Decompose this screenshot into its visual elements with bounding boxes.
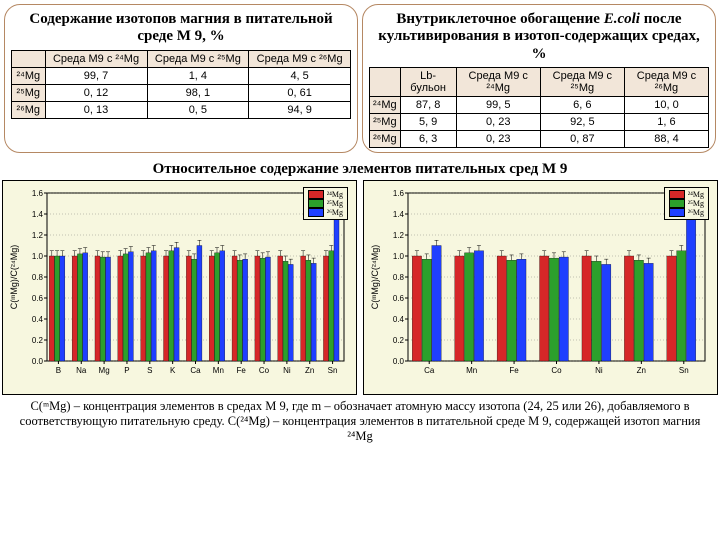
svg-text:Ni: Ni: [283, 366, 291, 375]
svg-text:Sn: Sn: [328, 366, 338, 375]
svg-text:1.4: 1.4: [393, 210, 405, 219]
svg-text:Zn: Zn: [305, 366, 314, 375]
chart-legend: ²⁴Mg²⁵Mg²⁶Mg: [664, 187, 709, 220]
lh2: Среда М9 с ²⁵Mg: [147, 50, 249, 67]
left-panel: Содержание изотопов магния в питательной…: [4, 4, 358, 153]
svg-text:Fe: Fe: [509, 366, 519, 375]
right-panel-title: Внутриклеточное обогащение E.coli после …: [369, 11, 709, 63]
svg-text:Ca: Ca: [190, 366, 201, 375]
svg-text:Sn: Sn: [679, 366, 689, 375]
svg-text:0.8: 0.8: [393, 273, 405, 282]
svg-text:1.6: 1.6: [393, 189, 405, 198]
svg-text:Fe: Fe: [237, 366, 247, 375]
chart-left: 0.0 0.2 0.4 0.6 0.8 1.0 1.2 1.4 1.6 C(ᵐMg)/C(²⁴Mg…: [2, 180, 357, 395]
svg-text:1.4: 1.4: [32, 210, 44, 219]
svg-text:P: P: [124, 366, 129, 375]
svg-text:0.8: 0.8: [32, 273, 44, 282]
left-table: Среда М9 с ²⁴Mg Среда М9 с ²⁵Mg Среда М9…: [11, 50, 351, 119]
svg-text:0.6: 0.6: [32, 294, 44, 303]
svg-text:S: S: [147, 366, 152, 375]
right-panel: Внутриклеточное обогащение E.coli после …: [362, 4, 716, 153]
svg-text:Ca: Ca: [424, 366, 435, 375]
svg-text:0.2: 0.2: [393, 336, 405, 345]
svg-text:Mn: Mn: [466, 366, 477, 375]
chart-legend: ²⁴Mg²⁵Mg²⁶Mg: [303, 187, 348, 220]
lh3: Среда М9 с ²⁶Mg: [249, 50, 351, 67]
lh1: Среда М9 с ²⁴Mg: [45, 50, 147, 67]
svg-text:B: B: [56, 366, 61, 375]
svg-text:1.2: 1.2: [32, 231, 44, 240]
svg-text:Co: Co: [551, 366, 562, 375]
svg-text:Co: Co: [259, 366, 270, 375]
svg-text:Na: Na: [76, 366, 87, 375]
svg-text:Ni: Ni: [595, 366, 603, 375]
left-panel-title: Содержание изотопов магния в питательной…: [11, 11, 351, 46]
lh0: [12, 50, 46, 67]
svg-text:0.0: 0.0: [393, 357, 405, 366]
svg-text:Mn: Mn: [213, 366, 224, 375]
chart-right: 0.0 0.2 0.4 0.6 0.8 1.0 1.2 1.4 1.6 C(ᵐMg)/C(²⁴Mg…: [363, 180, 718, 395]
right-table: Lb-бульон Среда М9 с ²⁴Mg Среда М9 с ²⁵M…: [369, 67, 709, 148]
chart-section-title: Относительное содержание элементов питат…: [4, 161, 716, 178]
svg-text:0.2: 0.2: [32, 336, 44, 345]
svg-text:0.4: 0.4: [32, 315, 44, 324]
svg-text:C(ᵐMg)/C(²⁴Mg): C(ᵐMg)/C(²⁴Mg): [370, 244, 380, 309]
svg-text:1.0: 1.0: [393, 252, 405, 261]
svg-text:1.6: 1.6: [32, 189, 44, 198]
svg-text:0.0: 0.0: [32, 357, 44, 366]
svg-text:C(ᵐMg)/C(²⁴Mg): C(ᵐMg)/C(²⁴Mg): [9, 244, 19, 309]
svg-text:1.0: 1.0: [32, 252, 44, 261]
svg-text:Mg: Mg: [99, 366, 110, 375]
svg-text:0.4: 0.4: [393, 315, 405, 324]
svg-text:0.6: 0.6: [393, 294, 405, 303]
svg-text:K: K: [170, 366, 176, 375]
svg-text:Zn: Zn: [637, 366, 646, 375]
footnote: C(ᵐMg) – концентрация элементов в средах…: [16, 399, 704, 444]
svg-text:1.2: 1.2: [393, 231, 405, 240]
